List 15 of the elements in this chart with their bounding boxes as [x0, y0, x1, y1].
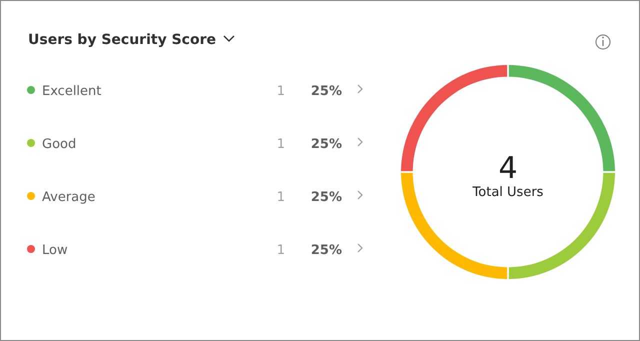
- text: Total Users: [472, 185, 544, 200]
- legend-label: Low: [42, 243, 68, 258]
- data-label: 25%: [310, 243, 342, 258]
- text: 1: [276, 243, 285, 258]
- text: 1: [276, 190, 285, 205]
- text: 4: [498, 151, 518, 186]
- text: 1: [276, 137, 285, 152]
- data-label: 25%: [310, 137, 342, 152]
- data-label: 25%: [310, 190, 342, 205]
- data-label: 25%: [310, 84, 342, 99]
- text: 1: [276, 84, 285, 99]
- legend-label: Excellent: [42, 84, 102, 99]
- chart-title: Users by Security Score: [28, 32, 216, 48]
- legend-label: Average: [42, 190, 96, 205]
- legend-label: Good: [42, 137, 76, 152]
